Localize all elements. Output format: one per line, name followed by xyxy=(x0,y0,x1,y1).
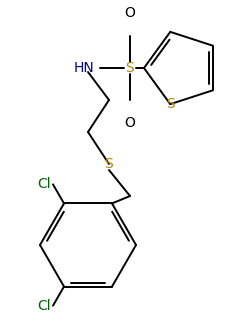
Text: S: S xyxy=(126,61,134,75)
Text: Cl: Cl xyxy=(37,177,51,191)
Text: O: O xyxy=(125,6,136,20)
Text: S: S xyxy=(105,157,113,171)
Text: O: O xyxy=(125,116,136,130)
Text: Cl: Cl xyxy=(37,299,51,313)
Text: S: S xyxy=(166,97,175,111)
Text: HN: HN xyxy=(73,61,94,75)
